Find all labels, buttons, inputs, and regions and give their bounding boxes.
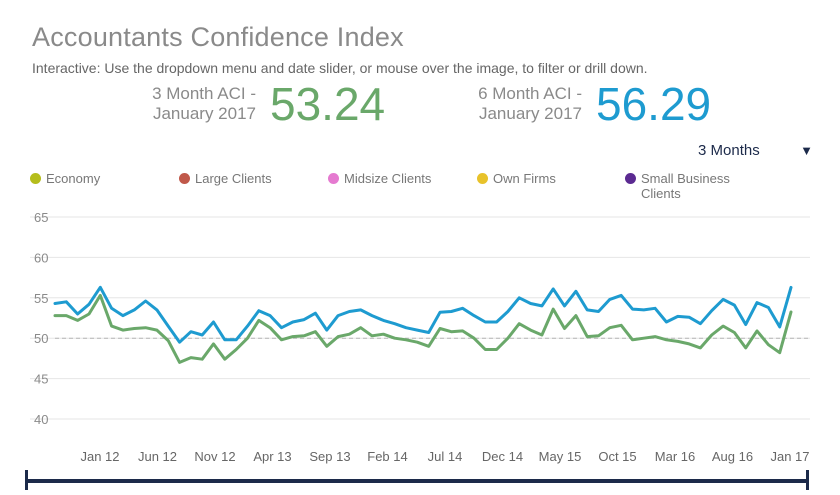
x-tick-label: Jun 12 bbox=[138, 449, 177, 464]
x-tick-label: Apr 13 bbox=[253, 449, 291, 464]
x-tick-label: Sep 13 bbox=[309, 449, 350, 464]
legend-dot-icon bbox=[328, 173, 339, 184]
date-slider-handle-end[interactable] bbox=[806, 470, 809, 490]
legend-dot-icon bbox=[179, 173, 190, 184]
series-line-3-month-aci bbox=[53, 293, 793, 364]
y-tick-label: 50 bbox=[34, 331, 48, 346]
kpi-3month-label-line1: 3 Month ACI - bbox=[152, 84, 256, 103]
x-tick-label: Jan 12 bbox=[80, 449, 119, 464]
y-tick-label: 60 bbox=[34, 250, 48, 265]
legend-dot-icon bbox=[625, 173, 636, 184]
legend-label: Large Clients bbox=[195, 171, 272, 186]
legend-dot-icon bbox=[30, 173, 41, 184]
x-tick-label: Mar 16 bbox=[655, 449, 695, 464]
kpi-6month-label-line1: 6 Month ACI - bbox=[478, 84, 582, 103]
x-tick-label: May 15 bbox=[539, 449, 582, 464]
kpi-6month-label-line2: January 2017 bbox=[478, 104, 582, 123]
x-tick-label: Jan 17 bbox=[770, 449, 809, 464]
x-tick-label: Dec 14 bbox=[482, 449, 523, 464]
y-tick-label: 45 bbox=[34, 372, 48, 387]
x-tick-label: Oct 15 bbox=[598, 449, 636, 464]
kpi-3month-label: 3 Month ACI - January 2017 bbox=[118, 84, 256, 124]
legend-label: Own Firms bbox=[493, 171, 556, 186]
date-slider-handle-start[interactable] bbox=[25, 470, 28, 490]
legend-label: Midsize Clients bbox=[344, 171, 432, 186]
x-tick-label: Aug 16 bbox=[712, 449, 753, 464]
y-tick-label: 40 bbox=[34, 412, 48, 427]
period-dropdown[interactable]: 3 Months ▼ bbox=[690, 140, 815, 162]
aci-line-chart[interactable]: 40 45 50 55 60 65 Jan 12 Jun 12 Nov 12 Apr 13 Sep … bbox=[0, 0, 840, 470]
period-dropdown-value: 3 Months bbox=[698, 142, 760, 159]
page-title: Accountants Confidence Index bbox=[32, 22, 404, 52]
kpi-6month-label: 6 Month ACI - January 2017 bbox=[444, 84, 582, 124]
kpi-3month-value: 53.24 bbox=[270, 78, 386, 130]
x-tick-label: Nov 12 bbox=[194, 449, 235, 464]
y-tick-label: 55 bbox=[34, 291, 48, 306]
y-tick-label: 65 bbox=[34, 210, 48, 225]
chevron-down-icon[interactable]: ▼ bbox=[800, 143, 813, 158]
page-subtitle: Interactive: Use the dropdown menu and d… bbox=[32, 60, 648, 76]
legend-label: Small Business Clients bbox=[641, 171, 730, 201]
legend-dot-icon bbox=[477, 173, 488, 184]
x-tick-label: Jul 14 bbox=[428, 449, 463, 464]
kpi-6month-value: 56.29 bbox=[596, 78, 712, 130]
series-line-6-month-aci bbox=[53, 285, 793, 344]
legend-label: Economy bbox=[46, 171, 101, 186]
date-slider-track[interactable] bbox=[26, 479, 808, 483]
kpi-3month-label-line2: January 2017 bbox=[152, 104, 256, 123]
x-tick-label: Feb 14 bbox=[367, 449, 407, 464]
